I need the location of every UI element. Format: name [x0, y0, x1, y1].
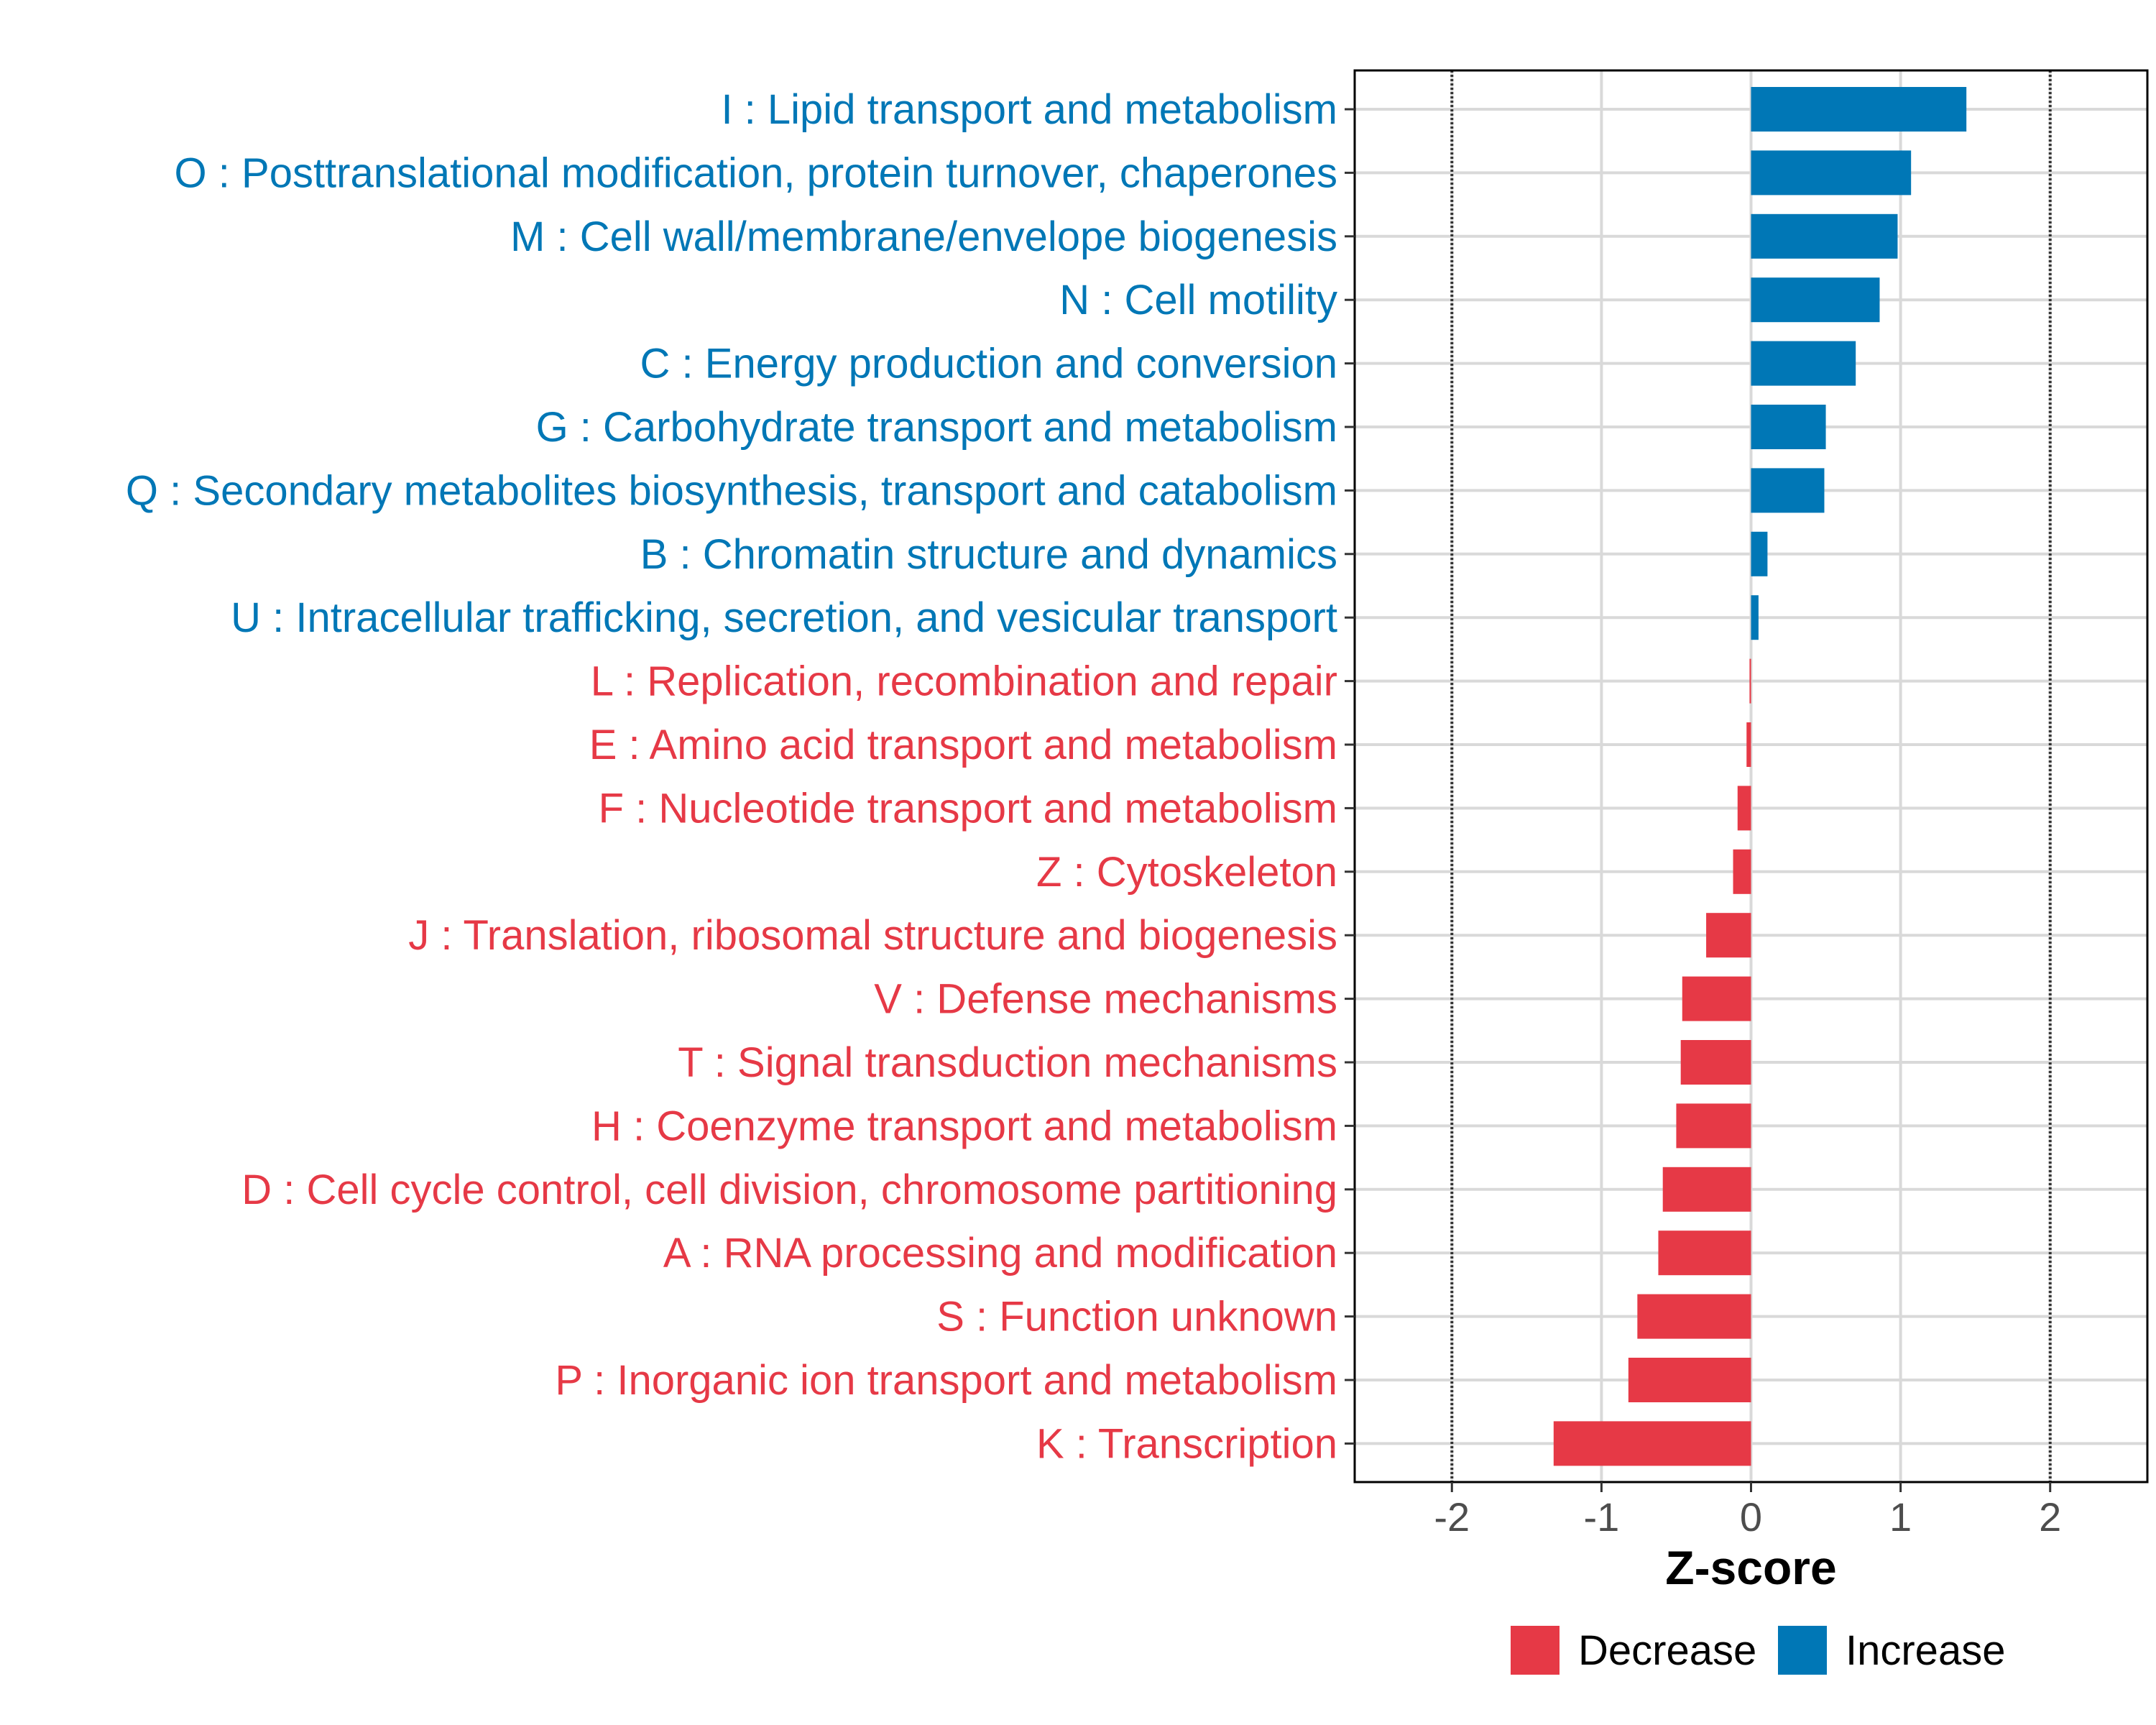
category-label: I : Lipid transport and metabolism	[721, 86, 1337, 133]
category-label: B : Chromatin structure and dynamics	[640, 531, 1337, 578]
bar	[1628, 1358, 1751, 1402]
bar	[1746, 722, 1751, 767]
bar	[1751, 87, 1967, 132]
bar	[1751, 468, 1825, 513]
legend-label-increase: Increase	[1846, 1627, 2005, 1674]
category-label: A : RNA processing and modification	[663, 1230, 1337, 1276]
category-label: Z : Cytoskeleton	[1036, 849, 1337, 896]
bar	[1676, 1103, 1751, 1149]
category-label: H : Coenzyme transport and metabolism	[591, 1103, 1337, 1149]
bar	[1749, 658, 1751, 704]
category-label: C : Energy production and conversion	[640, 341, 1337, 387]
bar	[1553, 1421, 1751, 1466]
bar	[1751, 277, 1880, 323]
category-axis: I : Lipid transport and metabolism O : Po…	[126, 86, 1355, 1467]
category-label: K : Transcription	[1036, 1420, 1337, 1467]
x-tick-label: -1	[1583, 1494, 1619, 1540]
bar-layer	[1553, 87, 1967, 1466]
bar	[1751, 595, 1759, 640]
bar	[1662, 1167, 1751, 1212]
bar	[1751, 341, 1856, 386]
category-label: E : Amino acid transport and metabolism	[589, 722, 1337, 768]
category-label: V : Defense mechanisms	[874, 976, 1337, 1023]
x-axis-title: Z-score	[1665, 1541, 1836, 1594]
category-label: P : Inorganic ion transport and metaboli…	[555, 1357, 1337, 1404]
bar	[1751, 405, 1826, 449]
legend-label-decrease: Decrease	[1578, 1627, 1756, 1674]
bar	[1751, 150, 1912, 196]
legend: Decrease Increase	[1511, 1626, 2005, 1675]
category-label: G : Carbohydrate transport and metabolis…	[536, 404, 1337, 451]
x-tick-label: -2	[1434, 1494, 1470, 1540]
category-label: U : Intracellular trafficking, secretion…	[231, 594, 1337, 641]
bar	[1682, 976, 1751, 1021]
bar	[1706, 913, 1751, 958]
category-label: F : Nucleotide transport and metabolism	[599, 785, 1337, 832]
legend-key-decrease	[1511, 1626, 1560, 1675]
category-label: N : Cell motility	[1059, 277, 1337, 323]
category-label: O : Posttranslational modification, prot…	[175, 150, 1337, 196]
category-label: M : Cell wall/membrane/envelope biogenes…	[510, 213, 1337, 260]
category-label: D : Cell cycle control, cell division, c…	[241, 1167, 1337, 1213]
bar	[1637, 1294, 1751, 1339]
category-label: J : Translation, ribosomal structure and…	[408, 912, 1337, 959]
x-tick-label: 0	[1740, 1494, 1762, 1540]
bar	[1733, 849, 1751, 894]
bar	[1751, 531, 1768, 576]
legend-key-increase	[1778, 1626, 1827, 1675]
category-label: L : Replication, recombination and repai…	[591, 658, 1337, 705]
bar	[1737, 786, 1751, 831]
bar	[1751, 213, 1898, 259]
bar	[1658, 1230, 1751, 1276]
x-axis: -2 -1 0 1 2	[1434, 1482, 2061, 1540]
x-tick-label: 2	[2039, 1494, 2061, 1540]
category-label: S : Function unknown	[936, 1294, 1337, 1340]
category-label: T : Signal transduction mechanisms	[678, 1039, 1337, 1086]
bar	[1680, 1040, 1751, 1085]
x-tick-label: 1	[1889, 1494, 1912, 1540]
category-label: Q : Secondary metabolites biosynthesis, …	[126, 467, 1337, 514]
